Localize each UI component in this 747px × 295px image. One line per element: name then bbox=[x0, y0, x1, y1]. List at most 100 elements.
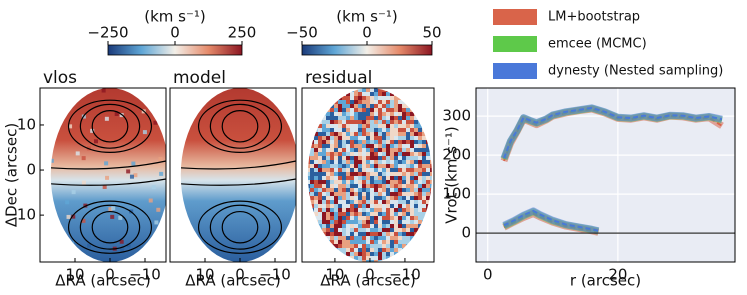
map-pixel bbox=[390, 252, 394, 256]
map-pixel bbox=[362, 156, 366, 160]
map-pixel bbox=[398, 96, 402, 100]
map-pixel bbox=[386, 108, 390, 112]
map-pixel bbox=[326, 140, 330, 144]
map-pixel bbox=[330, 108, 334, 112]
map-pixel bbox=[154, 220, 159, 225]
map-pixel bbox=[131, 161, 136, 166]
map-pixel bbox=[358, 156, 362, 160]
map-pixel bbox=[422, 208, 426, 212]
map-pixel bbox=[322, 116, 326, 120]
map-pixel bbox=[406, 116, 410, 120]
map-pixel bbox=[406, 144, 410, 148]
map-pixel bbox=[326, 96, 330, 100]
map-pixel bbox=[390, 188, 394, 192]
map-pixel bbox=[307, 244, 310, 248]
y-tick-label: 0 bbox=[461, 224, 471, 242]
map-pixel bbox=[358, 256, 362, 260]
map-pixel bbox=[342, 96, 346, 100]
map-pixel bbox=[398, 184, 402, 188]
map-pixel bbox=[354, 192, 358, 196]
legend-label: LM+bootstrap bbox=[548, 10, 640, 25]
map-pixel bbox=[342, 104, 346, 108]
map-pixel bbox=[410, 124, 414, 128]
map-pixel bbox=[346, 168, 350, 172]
map-pixel bbox=[378, 128, 382, 132]
map-pixel bbox=[410, 132, 414, 136]
map-pixel bbox=[338, 108, 342, 112]
map-pixel bbox=[366, 152, 370, 156]
map-pixel bbox=[342, 116, 346, 120]
map-pixel bbox=[338, 228, 342, 232]
map-pixel bbox=[422, 216, 426, 220]
map-pixel bbox=[430, 116, 432, 120]
map-pixel bbox=[398, 232, 402, 236]
map-pixel bbox=[358, 144, 362, 148]
map-pixel bbox=[410, 204, 414, 208]
map-pixel bbox=[338, 100, 342, 104]
map-pixel bbox=[314, 104, 318, 108]
map-pixel bbox=[307, 180, 310, 184]
map-pixel bbox=[418, 140, 422, 144]
map-pixel bbox=[418, 124, 422, 128]
map-pixel bbox=[374, 176, 378, 180]
map-pixel bbox=[350, 204, 354, 208]
map-pixel bbox=[338, 120, 342, 124]
map-pixel bbox=[426, 152, 430, 156]
map-pixel bbox=[426, 88, 430, 92]
map-pixel bbox=[422, 168, 426, 172]
map-pixel bbox=[334, 204, 338, 208]
map-pixel bbox=[318, 184, 322, 188]
map-pixel bbox=[330, 112, 334, 116]
map-pixel bbox=[418, 244, 422, 248]
map-pixel bbox=[362, 112, 366, 116]
map-pixel bbox=[156, 207, 161, 212]
map-pixel bbox=[326, 160, 330, 164]
map-pixel bbox=[422, 240, 426, 244]
map-pixel bbox=[390, 156, 394, 160]
map-pixel bbox=[342, 248, 346, 252]
map-pixel bbox=[402, 224, 406, 228]
map-pixel bbox=[414, 112, 418, 116]
map-pixel bbox=[378, 88, 382, 92]
map-pixel bbox=[334, 200, 338, 204]
map-pixel bbox=[310, 124, 314, 128]
map-pixel bbox=[374, 136, 378, 140]
map-pixel bbox=[406, 96, 410, 100]
map-pixel bbox=[382, 88, 386, 92]
map-pixel bbox=[402, 248, 406, 252]
map-pixel bbox=[334, 128, 338, 132]
map-pixel bbox=[374, 232, 378, 236]
map-pixel bbox=[430, 88, 432, 92]
legend-label: emcee (MCMC) bbox=[548, 37, 647, 52]
map-pixel bbox=[394, 256, 398, 260]
map-pixel bbox=[378, 164, 382, 168]
map-pixel bbox=[358, 196, 362, 200]
map-pixel bbox=[370, 148, 374, 152]
map-pixel bbox=[370, 152, 374, 156]
map-pixel bbox=[322, 212, 326, 216]
map-pixel bbox=[366, 196, 370, 200]
map-pixel bbox=[386, 100, 390, 104]
map-pixel bbox=[370, 92, 374, 96]
map-pixel bbox=[390, 124, 394, 128]
map-pixel bbox=[326, 232, 330, 236]
map-pixel bbox=[354, 208, 358, 212]
map-pixel bbox=[346, 132, 350, 136]
map-pixel bbox=[422, 172, 426, 176]
map-pixel bbox=[302, 200, 306, 204]
map-pixel bbox=[418, 168, 422, 172]
map-pixel bbox=[390, 168, 394, 172]
map-pixel bbox=[410, 120, 414, 124]
map-pixel bbox=[342, 196, 346, 200]
map-pixel bbox=[338, 240, 342, 244]
map-pixel bbox=[370, 216, 374, 220]
map-pixel bbox=[382, 240, 386, 244]
map-pixel bbox=[366, 224, 370, 228]
map-pixel bbox=[302, 116, 306, 120]
map-pixel bbox=[414, 188, 418, 192]
map-pixel bbox=[406, 248, 410, 252]
map-pixel bbox=[378, 248, 382, 252]
map-pixel bbox=[418, 236, 422, 240]
map-pixel bbox=[334, 92, 338, 96]
map-pixel bbox=[350, 252, 354, 256]
